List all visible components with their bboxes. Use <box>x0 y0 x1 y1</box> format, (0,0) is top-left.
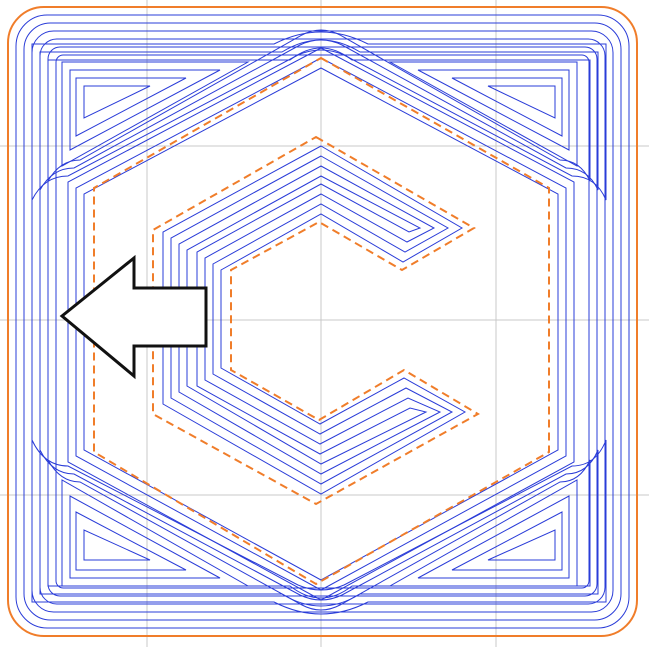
perimeter-loop <box>15 14 630 629</box>
upper-chevron-loop <box>47 29 591 182</box>
c-shape-loop <box>186 175 428 465</box>
part-outline <box>7 6 638 637</box>
triangle-loop <box>61 61 250 167</box>
lower-chevron-loop <box>31 439 607 615</box>
triangle-loop <box>417 495 570 579</box>
perimeter-loop <box>23 22 622 621</box>
triangle-loop <box>388 61 578 167</box>
perimeter-loop <box>31 30 614 613</box>
corner-triangle-bottom-left <box>61 479 250 587</box>
corner-triangle-bottom-right <box>388 479 578 587</box>
triangle-loop <box>83 85 151 119</box>
triangle-loop <box>61 479 250 587</box>
hexagon-loop <box>67 47 575 601</box>
c-shape-loop <box>178 165 442 475</box>
triangle-loop <box>83 529 151 561</box>
left-arrow-icon <box>59 254 208 380</box>
perimeter-loop <box>39 38 606 605</box>
hexagon-loop <box>83 67 559 581</box>
perimeter-loop <box>55 54 590 589</box>
corner-triangle-top-left <box>61 61 250 167</box>
upper-chevron-loop <box>31 31 607 201</box>
c-shape-loops <box>162 145 467 495</box>
triangle-loop <box>75 77 187 137</box>
triangle-loop <box>388 479 578 587</box>
triangle-loop <box>69 495 221 579</box>
triangle-loop <box>69 69 221 151</box>
triangle-loop <box>487 529 556 561</box>
corner-triangle-top-right <box>388 61 578 167</box>
hexagon-outline-dashed <box>93 56 550 586</box>
upper-chevron-loop <box>39 39 599 191</box>
outer-perimeter-loops <box>15 14 630 629</box>
triangle-loop <box>487 85 556 119</box>
triangle-loop <box>417 69 570 151</box>
triangle-loop <box>451 77 563 137</box>
c-shape-loop <box>162 145 467 495</box>
lower-chevron-loop <box>47 459 591 611</box>
triangle-loop <box>451 511 563 571</box>
perimeter-loop <box>47 46 598 597</box>
lower-chevron-loop <box>39 449 599 607</box>
hexagon-loop <box>75 57 567 591</box>
triangle-loop <box>75 511 187 571</box>
c-shape-outline-dashed <box>152 135 481 506</box>
c-shape-loop <box>170 155 454 485</box>
hexagon-band-loops <box>31 29 607 615</box>
